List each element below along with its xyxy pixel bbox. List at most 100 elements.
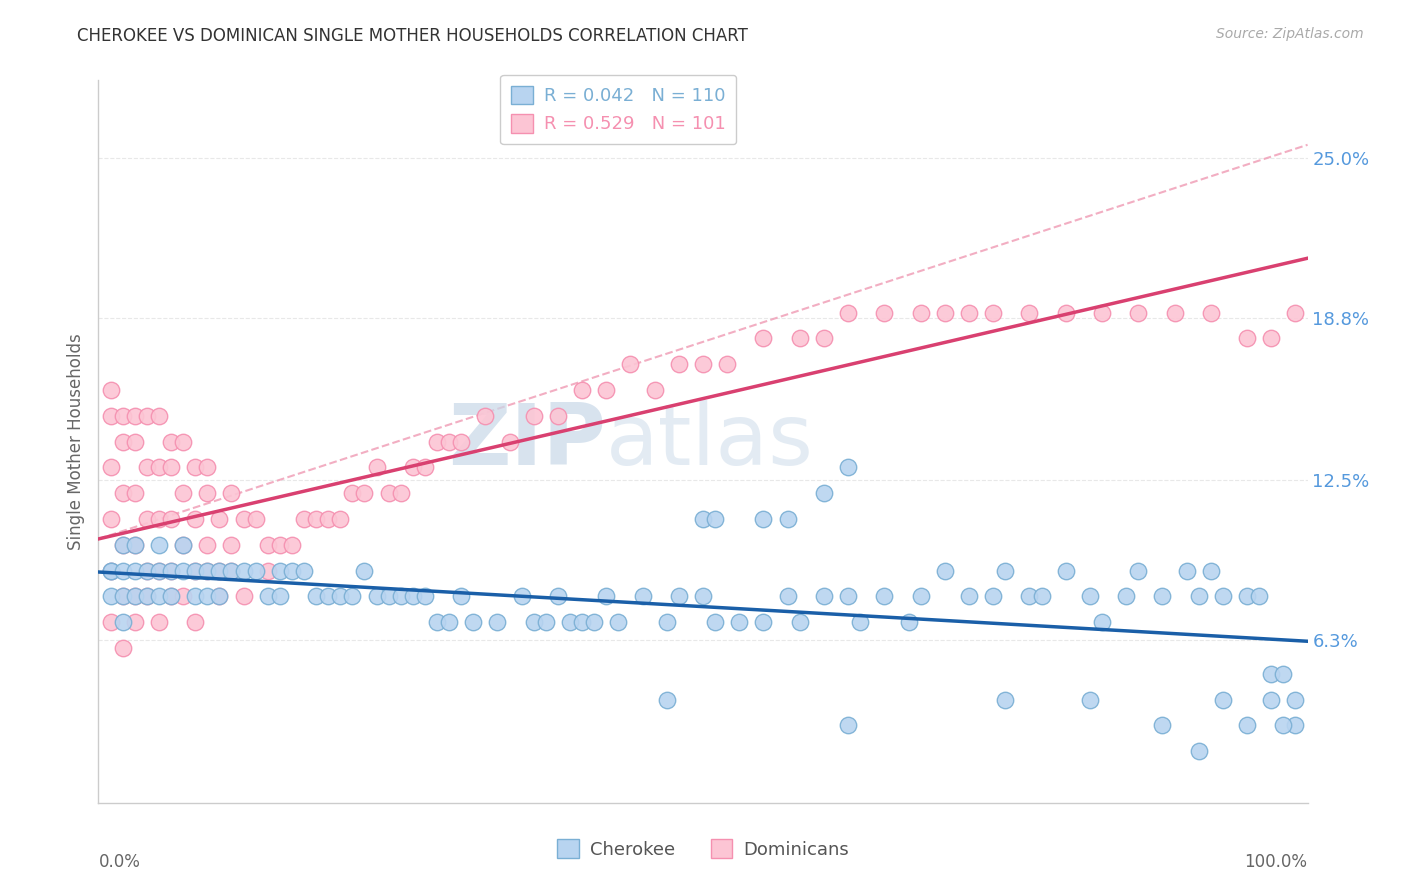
Point <box>135 512 157 526</box>
Point <box>704 615 727 630</box>
Point <box>413 590 436 604</box>
Point <box>1018 590 1040 604</box>
Point <box>184 460 207 475</box>
Point <box>789 331 811 345</box>
Point <box>111 486 134 500</box>
Point <box>402 590 425 604</box>
Point <box>195 590 218 604</box>
Point <box>1188 744 1211 758</box>
Point <box>547 590 569 604</box>
Point <box>1175 564 1198 578</box>
Point <box>934 564 956 578</box>
Point <box>135 409 157 423</box>
Point <box>474 409 496 423</box>
Point <box>195 564 218 578</box>
Point <box>184 564 207 578</box>
Point <box>160 460 183 475</box>
Point <box>100 564 122 578</box>
Point <box>994 564 1017 578</box>
Point <box>897 615 920 630</box>
Point <box>463 615 485 630</box>
Point <box>655 692 678 706</box>
Point <box>353 486 375 500</box>
Point <box>957 590 980 604</box>
Point <box>269 590 291 604</box>
Point <box>124 564 146 578</box>
Point <box>837 590 859 604</box>
Point <box>366 590 388 604</box>
Legend: Cherokee, Dominicans: Cherokee, Dominicans <box>550 832 856 866</box>
Point <box>1284 305 1306 319</box>
Point <box>934 305 956 319</box>
Point <box>366 460 388 475</box>
Point <box>135 564 157 578</box>
Point <box>135 564 157 578</box>
Point <box>692 590 714 604</box>
Point <box>523 615 546 630</box>
Point <box>148 615 170 630</box>
Text: atlas: atlas <box>606 400 814 483</box>
Point <box>752 331 775 345</box>
Point <box>148 512 170 526</box>
Point <box>124 486 146 500</box>
Point <box>135 460 157 475</box>
Point <box>160 590 183 604</box>
Point <box>558 615 581 630</box>
Point <box>305 590 328 604</box>
Point <box>873 305 896 319</box>
Point <box>1212 692 1234 706</box>
Point <box>789 615 811 630</box>
Point <box>269 564 291 578</box>
Point <box>776 512 799 526</box>
Point <box>281 538 304 552</box>
Point <box>256 538 278 552</box>
Point <box>100 564 122 578</box>
Point <box>704 512 727 526</box>
Point <box>111 615 134 630</box>
Point <box>1128 564 1150 578</box>
Point <box>1260 666 1282 681</box>
Point <box>232 590 254 604</box>
Point <box>172 590 194 604</box>
Point <box>486 615 509 630</box>
Y-axis label: Single Mother Households: Single Mother Households <box>66 334 84 549</box>
Point <box>281 564 304 578</box>
Point <box>595 383 617 397</box>
Point <box>221 538 243 552</box>
Point <box>232 512 254 526</box>
Point <box>111 409 134 423</box>
Point <box>329 590 352 604</box>
Text: ZIP: ZIP <box>449 400 606 483</box>
Point <box>329 512 352 526</box>
Point <box>184 564 207 578</box>
Point <box>1091 305 1114 319</box>
Point <box>813 486 835 500</box>
Point <box>172 538 194 552</box>
Point <box>1260 331 1282 345</box>
Point <box>437 615 460 630</box>
Point <box>547 409 569 423</box>
Point <box>1249 590 1271 604</box>
Point <box>1236 331 1258 345</box>
Point <box>342 486 364 500</box>
Point <box>498 434 520 449</box>
Point <box>172 434 194 449</box>
Point <box>316 590 339 604</box>
Point <box>100 383 122 397</box>
Point <box>668 590 690 604</box>
Point <box>1152 590 1174 604</box>
Point <box>148 538 170 552</box>
Text: Source: ZipAtlas.com: Source: ZipAtlas.com <box>1216 27 1364 41</box>
Text: CHEROKEE VS DOMINICAN SINGLE MOTHER HOUSEHOLDS CORRELATION CHART: CHEROKEE VS DOMINICAN SINGLE MOTHER HOUS… <box>77 27 748 45</box>
Point <box>148 590 170 604</box>
Point <box>124 409 146 423</box>
Point <box>172 486 194 500</box>
Point <box>221 564 243 578</box>
Point <box>1018 305 1040 319</box>
Point <box>1128 305 1150 319</box>
Point <box>232 564 254 578</box>
Point <box>1236 718 1258 732</box>
Point <box>510 590 533 604</box>
Point <box>124 615 146 630</box>
Point <box>160 564 183 578</box>
